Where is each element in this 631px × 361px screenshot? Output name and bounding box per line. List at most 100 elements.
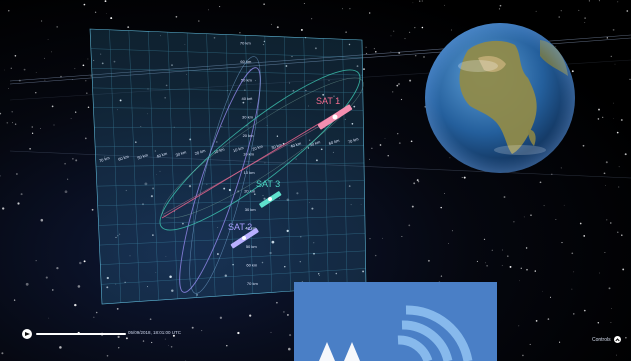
grid-x-tick: 30 km bbox=[175, 149, 188, 157]
grid-x-tick: 70 km bbox=[98, 155, 111, 163]
star bbox=[44, 79, 46, 81]
star bbox=[169, 275, 172, 279]
sat-3-orbit-trail bbox=[162, 77, 364, 219]
star bbox=[142, 340, 145, 342]
star bbox=[100, 53, 102, 55]
star bbox=[384, 138, 386, 140]
sat-2[interactable]: SAT 2 bbox=[228, 222, 259, 249]
controls-toggle[interactable]: Controls bbox=[592, 336, 621, 343]
star bbox=[626, 10, 629, 12]
star bbox=[547, 318, 550, 320]
star bbox=[624, 153, 627, 156]
star bbox=[390, 51, 392, 52]
star bbox=[423, 56, 425, 58]
star bbox=[393, 30, 395, 32]
star bbox=[165, 256, 167, 257]
star bbox=[296, 192, 299, 195]
earth-globe[interactable] bbox=[425, 23, 575, 173]
grid-y-tick: 10 km bbox=[244, 170, 256, 175]
star bbox=[152, 187, 155, 190]
star bbox=[52, 289, 54, 291]
star bbox=[44, 57, 45, 59]
star bbox=[45, 276, 48, 279]
star bbox=[223, 187, 226, 190]
star bbox=[617, 1, 619, 3]
star bbox=[270, 331, 272, 333]
star bbox=[606, 219, 608, 221]
star bbox=[529, 343, 531, 345]
star bbox=[317, 273, 320, 275]
star bbox=[375, 51, 377, 53]
timeline-scrubber[interactable] bbox=[36, 333, 126, 335]
star bbox=[118, 347, 120, 349]
star bbox=[558, 16, 560, 18]
star bbox=[588, 0, 590, 2]
star bbox=[618, 186, 620, 188]
star bbox=[571, 252, 574, 255]
star bbox=[606, 37, 608, 39]
star bbox=[113, 60, 116, 63]
star bbox=[224, 274, 227, 277]
grid-x-tick: 10 km bbox=[232, 145, 245, 153]
star bbox=[579, 222, 582, 225]
star bbox=[144, 182, 148, 186]
star bbox=[408, 31, 411, 34]
star bbox=[522, 354, 524, 357]
play-icon bbox=[25, 331, 30, 336]
star bbox=[72, 158, 74, 160]
star bbox=[8, 10, 10, 12]
star bbox=[16, 173, 18, 175]
star bbox=[551, 173, 553, 176]
star bbox=[115, 283, 117, 285]
play-button[interactable] bbox=[22, 329, 32, 339]
star bbox=[35, 92, 37, 94]
star bbox=[87, 106, 90, 108]
star bbox=[449, 157, 451, 159]
star bbox=[254, 193, 256, 195]
star bbox=[140, 125, 142, 127]
star bbox=[124, 281, 126, 283]
star bbox=[75, 111, 77, 113]
star bbox=[0, 112, 2, 115]
star bbox=[226, 344, 228, 347]
star bbox=[328, 80, 330, 82]
star bbox=[75, 159, 78, 162]
star bbox=[106, 13, 107, 14]
star bbox=[147, 113, 148, 115]
grid-x-tick: 60 km bbox=[328, 138, 341, 146]
grid-y-tick: 40 km bbox=[242, 96, 254, 101]
wifi-logo-graphic bbox=[319, 305, 473, 361]
star bbox=[571, 70, 574, 73]
star bbox=[349, 8, 351, 10]
star bbox=[318, 274, 320, 276]
star bbox=[332, 151, 334, 153]
star bbox=[309, 202, 310, 203]
star bbox=[603, 172, 606, 175]
star bbox=[397, 133, 399, 135]
star bbox=[559, 341, 561, 343]
star bbox=[104, 156, 106, 158]
star bbox=[93, 316, 95, 318]
star bbox=[371, 147, 373, 149]
star bbox=[392, 91, 394, 93]
star bbox=[156, 173, 157, 175]
sat-3[interactable]: SAT 3 bbox=[256, 179, 282, 208]
star bbox=[353, 105, 356, 108]
grid-line bbox=[96, 180, 365, 187]
grid-line bbox=[101, 268, 366, 285]
star bbox=[216, 253, 219, 255]
star bbox=[610, 322, 612, 323]
star bbox=[159, 170, 161, 172]
star bbox=[56, 26, 59, 28]
star bbox=[622, 268, 625, 271]
star bbox=[610, 55, 612, 58]
star bbox=[390, 35, 392, 37]
grid-x-tick: 70 km bbox=[347, 136, 360, 144]
sat-1[interactable]: SAT 1 bbox=[316, 96, 353, 130]
star bbox=[363, 68, 365, 70]
star bbox=[625, 337, 627, 339]
star bbox=[605, 185, 606, 187]
star bbox=[485, 262, 487, 264]
